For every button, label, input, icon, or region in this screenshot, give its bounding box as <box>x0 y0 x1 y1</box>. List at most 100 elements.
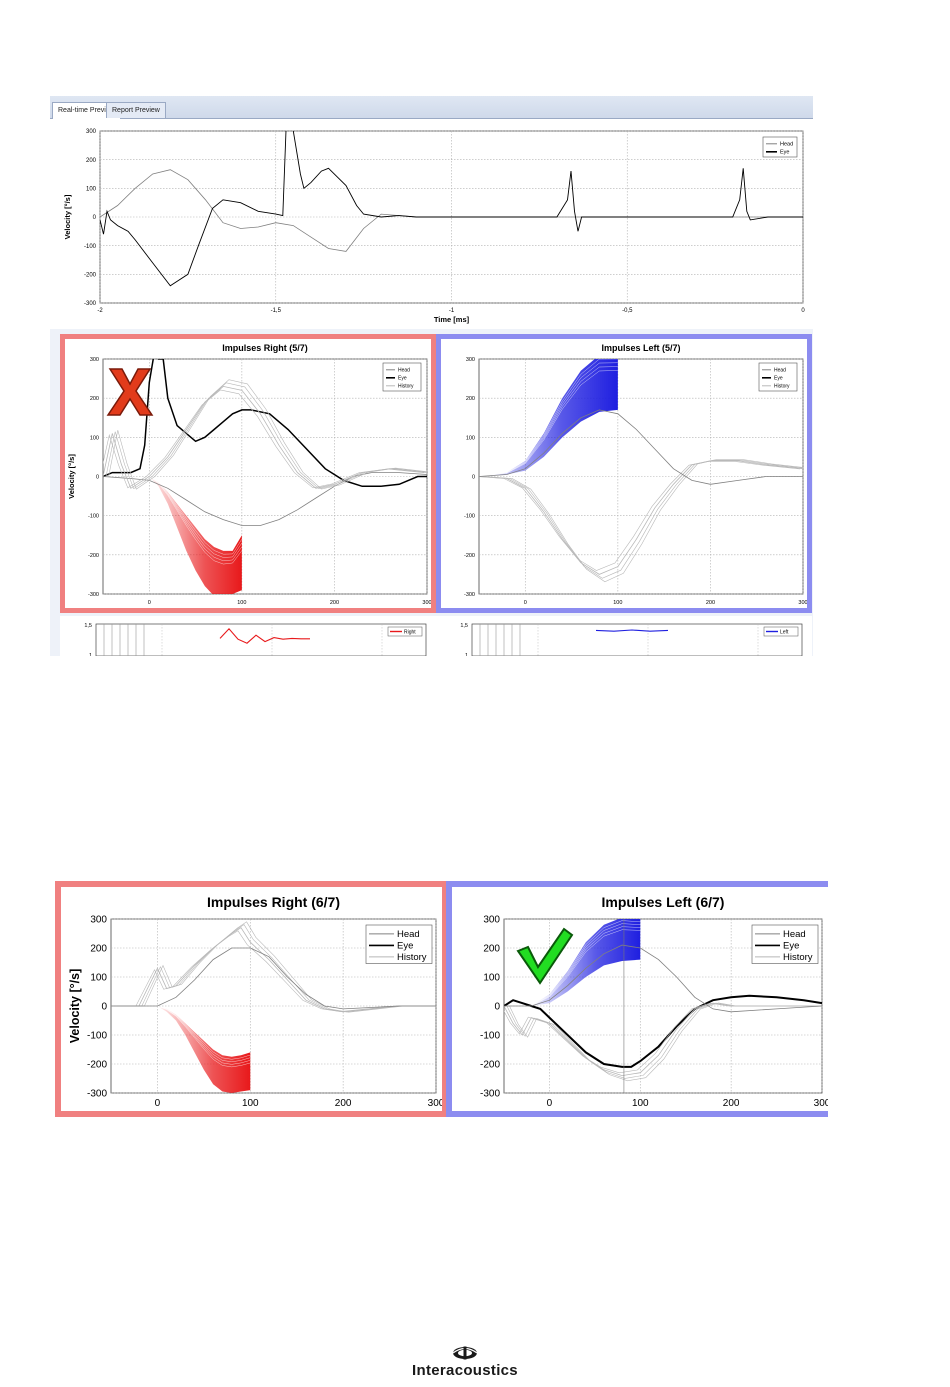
x-tick-label: -1 <box>449 308 455 314</box>
interacoustics-logo-icon <box>452 1346 478 1360</box>
x-tick-label: 100 <box>242 1098 259 1109</box>
chart-svg-impulses-left-6: 0 100 200 300 300 200 100 0 -100 -200 -300 Impulses… <box>480 894 828 1109</box>
band-trace <box>149 476 243 562</box>
y-tick-label: -300 <box>87 1089 107 1100</box>
series-history-trace <box>103 389 425 489</box>
chart-title: Impulses Right (6/7) <box>207 894 340 910</box>
x-tick-label: -1,5 <box>271 308 282 314</box>
band-trace <box>531 926 641 1007</box>
strip-series <box>219 627 310 644</box>
series-head <box>504 944 822 1013</box>
y-tick-label: -300 <box>464 592 475 598</box>
band-trace <box>531 920 641 1007</box>
impulses-right-6-panel: 0 100 200 300 300 200 100 0 -100 -200 -300 Impulses… <box>55 881 448 1117</box>
impulses-left-6-panel: 0 100 200 300 300 200 100 0 -100 -200 -300 Impulses… <box>446 881 828 1117</box>
band-trace <box>149 476 243 558</box>
strip-tick-label: 1 <box>89 653 92 656</box>
strip-legend-label: Left <box>780 630 789 636</box>
plot-content <box>100 131 803 287</box>
y-tick-label: -200 <box>84 272 97 278</box>
x-tick-label: 300 <box>814 1098 828 1109</box>
band-trace <box>531 929 641 1007</box>
legend-label-head: Head <box>397 929 420 940</box>
y-tick-label: 100 <box>483 973 500 984</box>
cross-icon <box>106 368 154 416</box>
series-eye <box>103 359 427 488</box>
plot-content <box>504 919 822 1082</box>
x-tick-label: 200 <box>330 600 339 606</box>
brand-logo: Interacoustics <box>395 1346 535 1382</box>
tab-bar: Real-time Preview Report Preview <box>50 96 813 119</box>
legend-label-eye: Eye <box>783 941 799 952</box>
series-history-trace <box>506 1002 822 1079</box>
check-icon-shape <box>516 927 574 985</box>
band-trace <box>149 476 243 565</box>
series-history-trace <box>509 1002 822 1082</box>
strip-legend-box <box>763 626 799 637</box>
legend-label-history: History <box>783 952 813 963</box>
strip-svg-strip-right: 1,5 1 Right <box>84 623 427 656</box>
strip-tick-label: 1 <box>465 653 468 656</box>
strip-left-chart: 1,5 1 Left <box>436 616 812 656</box>
series-eye <box>100 131 803 287</box>
strip-plot-area <box>471 623 803 656</box>
y-tick-label: -300 <box>84 301 97 307</box>
x-tick-label: 0 <box>547 1098 553 1109</box>
y-tick-label: 200 <box>90 396 99 402</box>
series-head <box>111 947 436 1010</box>
series-history <box>111 927 436 1013</box>
y-tick-label: -200 <box>480 1060 500 1071</box>
x-tick-label: -0,5 <box>622 308 633 314</box>
x-tick-label: 100 <box>632 1098 649 1109</box>
legend-label-history: History <box>398 384 414 390</box>
x-tick-label: 100 <box>613 600 622 606</box>
legend-label-head: Head <box>783 929 806 940</box>
plot-content <box>103 359 427 594</box>
band-trace <box>157 1005 251 1068</box>
series-history-trace <box>504 1002 820 1074</box>
band-trace <box>157 1005 251 1063</box>
check-icon <box>516 927 574 985</box>
chart-svg-impulses-right-5: 0 100 200 300 300 200 100 0 -100 -200 -300 Impulses… <box>67 343 431 606</box>
series-history-trace <box>479 461 801 571</box>
x-tick-label: 0 <box>155 1098 161 1109</box>
x-tick-label: 0 <box>801 308 805 314</box>
tab-report-preview[interactable]: Report Preview <box>106 102 166 118</box>
legend-label-eye: Eye <box>398 376 407 382</box>
chart-svg-impulses-right-6: 0 100 200 300 300 200 100 0 -100 -200 -300 Impulses… <box>68 894 442 1109</box>
x-tick-label: 300 <box>422 600 431 606</box>
y-tick-label: 0 <box>494 1002 500 1013</box>
y-tick-label: 0 <box>101 1002 107 1013</box>
y-tick-label: 200 <box>86 158 97 164</box>
series-history-trace <box>484 459 803 583</box>
impulses-left-5-panel: 0 100 200 300 300 200 100 0 -100 -200 -300 Impulses… <box>436 334 812 613</box>
x-tick-label: 200 <box>706 600 715 606</box>
strip-tick-label: 1,5 <box>84 623 92 629</box>
y-axis-label: Velocity [°/s] <box>68 969 82 1043</box>
plot-content <box>479 359 803 583</box>
x-tick-label: 100 <box>237 600 246 606</box>
series-history <box>103 385 427 489</box>
strip-svg-strip-left: 1,5 1 Left <box>460 623 803 656</box>
y-tick-label: -300 <box>88 592 99 598</box>
strip-series <box>595 629 669 632</box>
y-tick-label: 300 <box>86 129 97 135</box>
series-history-trace <box>114 924 436 1013</box>
y-tick-label: -100 <box>88 514 99 520</box>
y-tick-label: -100 <box>87 1031 107 1042</box>
brand-name: Interacoustics <box>412 1362 518 1379</box>
y-tick-label: -300 <box>480 1089 500 1100</box>
response-band <box>531 919 641 1006</box>
y-tick-label: 300 <box>466 357 475 363</box>
impulses-right-5-panel: 0 100 200 300 300 200 100 0 -100 -200 -300 Impulses… <box>60 334 436 613</box>
app-window: Real-time Preview Report Preview -2 -1,5-… <box>50 96 813 656</box>
legend-label-head: Head <box>780 142 793 148</box>
y-tick-label: -200 <box>88 553 99 559</box>
series-history-trace <box>111 930 433 1012</box>
x-tick-label: 300 <box>428 1098 442 1109</box>
chart-svg-main: -2 -1,5 -1 -0,5 0 300 200 100 0 -100 -200 -300 Veloc… <box>63 129 805 324</box>
band-trace <box>149 476 243 555</box>
series-head <box>479 409 803 485</box>
y-tick-label: 100 <box>86 186 97 192</box>
y-tick-label: -100 <box>480 1031 500 1042</box>
